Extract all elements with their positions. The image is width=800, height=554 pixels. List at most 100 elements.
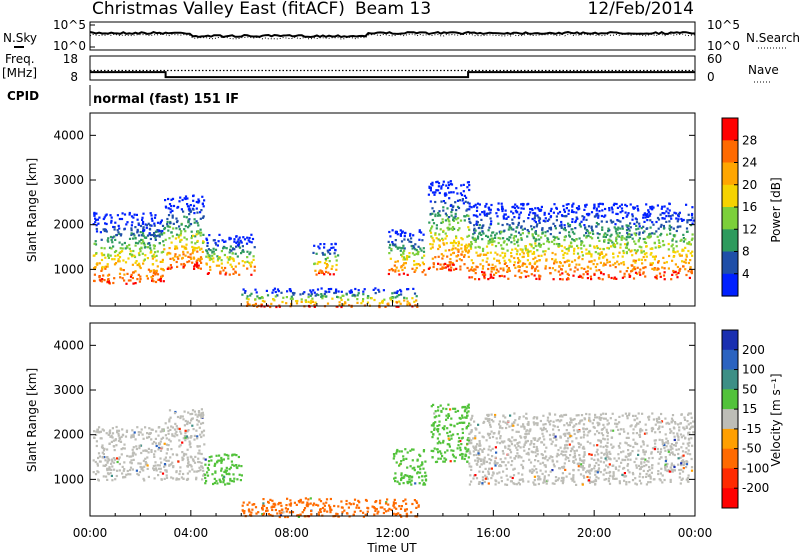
cell-1-86: [168, 418, 171, 421]
cell-7-1086: [500, 231, 503, 234]
cell-6-581: [537, 482, 540, 486]
cell-4-6: [319, 261, 322, 264]
cell-7-1159: [558, 231, 561, 234]
cell-4-37: [403, 475, 406, 478]
cell-7-108: [584, 204, 587, 207]
cell-1-166: [184, 436, 187, 439]
cell-5-112: [415, 263, 418, 266]
cell-7-1074: [512, 212, 515, 215]
cell-7-1023: [481, 225, 484, 228]
cell-4-42: [395, 461, 398, 464]
cell-0-235: [121, 433, 125, 436]
cell-1-41: [202, 457, 205, 460]
cell-5-107: [463, 421, 466, 424]
cell-7-885: [503, 262, 506, 265]
cell-0-279: [124, 247, 127, 250]
cell-6-330: [683, 460, 686, 464]
cell-7-600: [631, 264, 634, 267]
cell-0-340: [119, 234, 122, 237]
cell-6-518: [682, 426, 685, 429]
cell-0-224: [148, 432, 151, 436]
cell-7-869: [507, 269, 510, 272]
cell-5-99: [387, 272, 390, 276]
cell-4-29: [337, 254, 340, 257]
cell-0-226: [102, 453, 105, 456]
cell-6-989: [586, 475, 589, 479]
cell-6-818: [600, 428, 603, 431]
cell-0-24: [130, 455, 133, 458]
cell-2-30: [222, 479, 225, 482]
cell-0-33: [134, 241, 138, 244]
cell-2-40: [225, 466, 228, 469]
cell-6-357: [600, 456, 603, 459]
cell-3-201: [260, 304, 263, 307]
cell-0-31: [143, 465, 146, 468]
cell-7-42: [469, 246, 473, 249]
cell-6-108: [448, 197, 451, 200]
cell-3-106: [241, 504, 244, 507]
cell-5-1: [421, 271, 424, 274]
cell-7-25: [568, 235, 572, 238]
cell-6-1134: [625, 436, 628, 439]
cell-0-278: [150, 269, 153, 272]
cell-2-78: [250, 273, 253, 276]
cell-7-507: [649, 226, 652, 229]
cell-3-33: [284, 515, 287, 519]
cell-7-121: [635, 221, 639, 224]
cell-2-63: [237, 262, 241, 265]
cell-1-81: [176, 255, 179, 259]
cell-0-322: [99, 231, 102, 234]
cell-6-222: [520, 456, 523, 459]
cell-5-128: [452, 455, 455, 458]
cell-6-387: [645, 432, 648, 435]
cell-1-179: [168, 420, 171, 423]
cell-1-60: [175, 470, 178, 473]
cell-7-559: [590, 211, 594, 214]
cell-6-1087: [658, 425, 661, 428]
cell-6-101: [603, 468, 607, 471]
cell-5-19: [393, 264, 396, 267]
cell-2-26: [249, 265, 253, 268]
cell-6-44: [468, 465, 471, 468]
cell-6-671: [518, 483, 521, 486]
cell-7-1031: [494, 265, 497, 268]
cell-6-92: [673, 435, 676, 438]
cell-7-1194: [648, 214, 651, 217]
cell-5-64: [418, 229, 421, 232]
cell-7-424: [576, 217, 579, 220]
cell-2-35: [213, 481, 216, 485]
cell-0-125: [113, 468, 116, 471]
cell-7-574: [670, 245, 673, 248]
cell-1-154: [177, 257, 180, 260]
cell-1-36: [200, 231, 203, 234]
cell-3-108: [306, 501, 309, 504]
cell-0-240: [125, 473, 128, 476]
cell-1-210: [170, 448, 173, 451]
cell-6-255: [472, 454, 476, 457]
cell-6-789: [502, 461, 505, 464]
cell-3-177: [300, 298, 303, 301]
cell-0-195: [158, 235, 161, 238]
cell-6-1064: [536, 416, 539, 419]
cell-6-568: [673, 438, 676, 441]
cell-1-201: [186, 478, 189, 481]
cell-6-96: [570, 421, 573, 424]
cell-5-112: [430, 430, 433, 434]
cell-0-294: [141, 216, 144, 219]
cell-1-111: [192, 208, 195, 211]
cell-2-21: [228, 273, 231, 276]
cell-1-161: [188, 260, 191, 263]
cell-6-740: [583, 433, 586, 436]
cell-7-1111: [562, 228, 565, 231]
cell-6-333: [476, 443, 479, 446]
cell-7-899: [674, 263, 677, 266]
cell-6-852: [478, 444, 481, 447]
cell-1-133: [191, 412, 194, 415]
cell-4-70: [392, 453, 396, 456]
cell-2-11: [215, 264, 218, 267]
cell-6-358: [504, 464, 507, 467]
cell-1-55: [201, 250, 204, 253]
cell-3-83: [387, 302, 390, 305]
cell-2-62: [220, 459, 223, 463]
cell-7-1219: [611, 211, 614, 214]
